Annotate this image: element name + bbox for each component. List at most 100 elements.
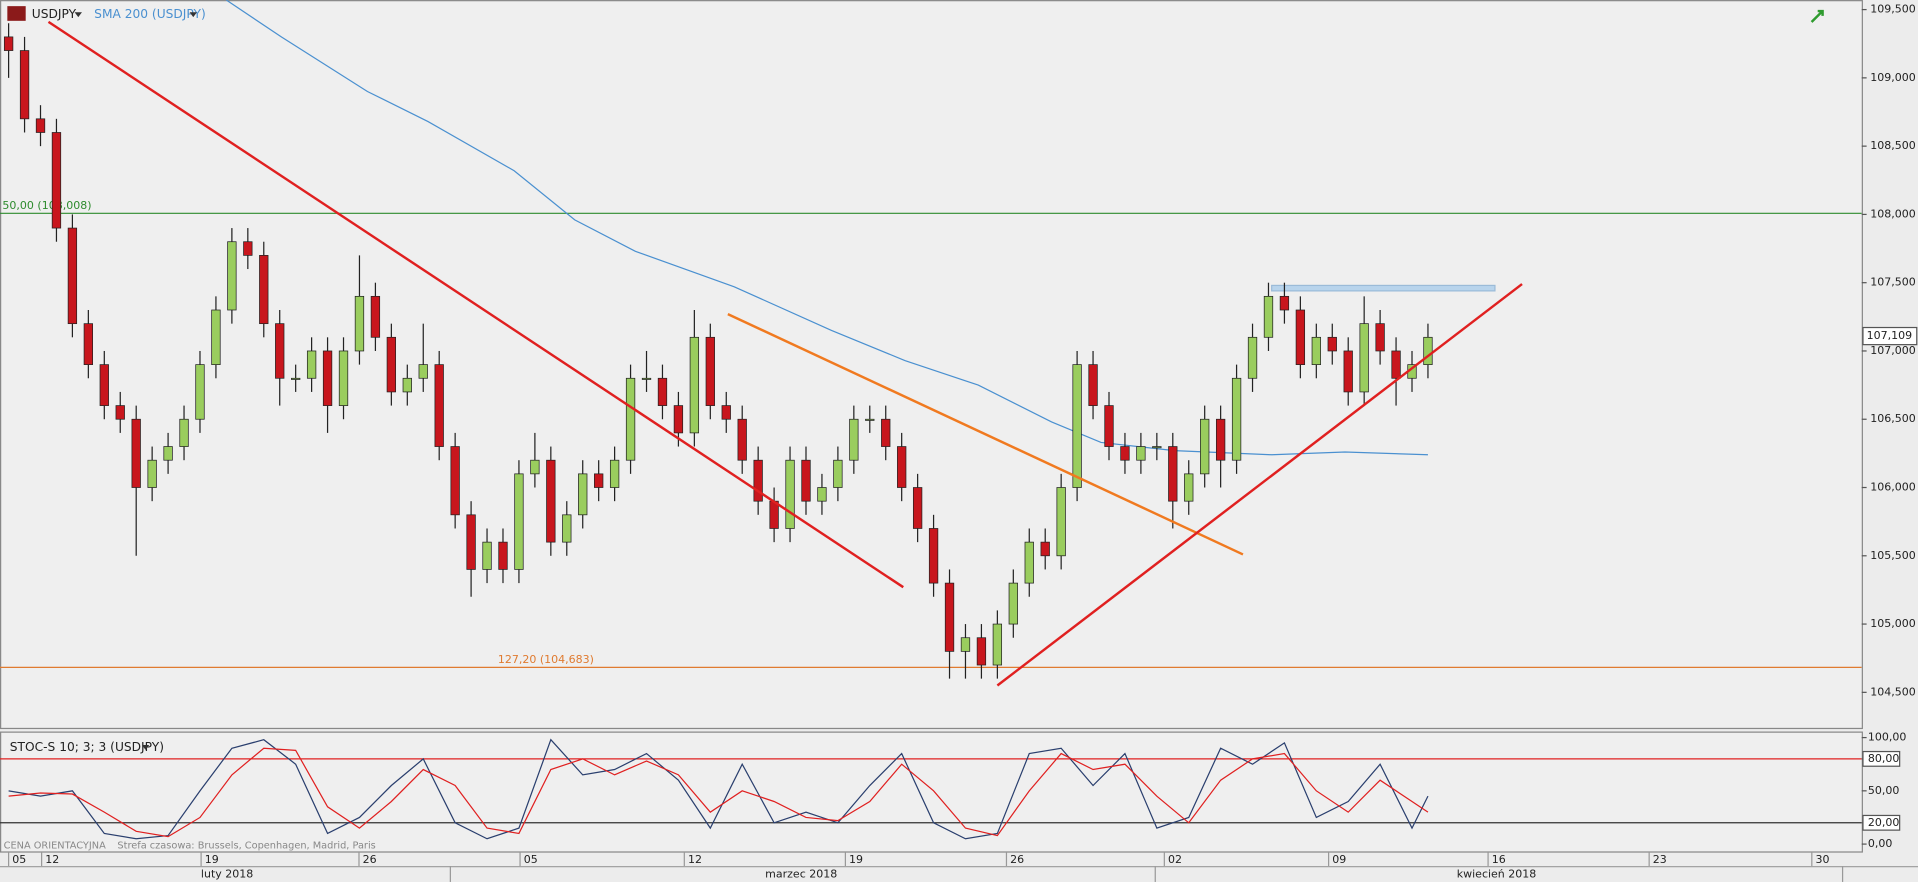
symbol-title[interactable]: USDJPY [32,7,77,21]
y-tick-label: 106,000 [1870,481,1915,494]
candle-body [1327,336,1337,352]
y-tick-label: 100,00 [1868,731,1907,744]
candle-body [322,350,333,406]
candle-body [83,323,93,365]
candle-body [19,50,30,120]
y-tick-label: 104,500 [1870,685,1915,698]
candle-body [928,528,939,584]
stoch-pane [0,731,1863,853]
trend-line [996,283,1523,687]
candle-body [912,487,923,529]
tick-box [1862,814,1901,831]
y-tick-label: 105,000 [1870,617,1915,630]
candle-body [482,541,492,570]
candle-body [625,377,636,461]
candle-body [1072,364,1082,488]
candle-body [641,377,652,380]
candle-body [976,637,987,666]
candle-body [944,582,955,652]
candle-body [195,364,205,420]
candle-body [1247,336,1258,379]
candle-body [1295,309,1306,365]
x-tick-label: 02 [1168,853,1182,866]
y-tick-label: 108,000 [1870,207,1915,220]
candle-body [1024,541,1034,584]
y-tick-label: 106,500 [1870,412,1915,425]
x-tick-label: 26 [1010,853,1024,866]
x-tick-label: 23 [1653,853,1667,866]
candle-body [466,514,476,570]
stoch-title[interactable]: STOC-S 10; 3; 3 (USDJPY) [10,740,164,754]
candle-body [163,446,173,461]
candle-body [865,418,875,421]
trend-line [727,312,1244,556]
candle-body [689,336,700,434]
y-tick-label: 20,00 [1868,816,1900,829]
dropdown[interactable] [189,12,197,18]
price-note: CENA ORIENTACYJNA [4,840,106,851]
sma-legend[interactable]: SMA 200 (USDJPY) [94,7,206,21]
candle-body [1359,323,1369,393]
candle-body [338,350,349,406]
y-tick-label: 50,00 [1868,784,1900,797]
candle-body [1200,418,1210,475]
candle-body [992,623,1003,666]
y-tick-label: 0,00 [1868,837,1893,850]
y-tick-label: 108,500 [1870,139,1915,152]
x-tick-label: 30 [1815,853,1829,866]
candle-body [434,364,444,447]
candle-body [769,500,779,529]
candle-body [370,295,381,338]
x-tick-label: 19 [849,853,863,866]
candle-body [227,241,237,311]
candle-body [546,459,556,543]
x-tick-label: 19 [205,853,219,866]
x-tick-label: 26 [363,853,377,866]
candle-body [514,473,524,570]
y-tick-label: 80,00 [1868,752,1900,765]
stoch-plot [0,738,1862,840]
candle-body [1136,446,1146,461]
candle-body [721,405,731,420]
candle-body [211,309,221,365]
dropdown[interactable] [74,12,82,18]
candle-body [1088,364,1098,406]
candle-body [849,418,859,461]
dropdown[interactable] [141,744,150,750]
candle-body [1279,295,1290,311]
candle-body [402,377,412,393]
last-price-box [1862,326,1918,346]
candle-body [1184,473,1194,502]
candle-body [1168,446,1178,502]
candle-body [450,446,460,516]
month-label: kwiecień 2018 [1457,868,1537,881]
candle-body [498,541,508,570]
candle-body [785,459,795,529]
candle-body [243,241,253,256]
candle-body [833,459,843,488]
candle-body [275,323,285,379]
tick-box [1862,750,1901,767]
month-label: marzec 2018 [765,868,837,881]
candle-body [1311,336,1321,365]
symbol-icon[interactable] [7,6,26,21]
timezone-note: Strefa czasowa: Brussels, Copenhagen, Ma… [117,840,375,851]
resistance-zone [1271,284,1496,292]
x-tick-label: 05 [524,853,538,866]
main-plot: 50,00 (108,008) 127,20 (104,683) [0,0,1862,687]
candle-body [562,514,572,543]
month-label: luty 2018 [201,868,253,881]
candle-body [3,36,14,51]
x-tick-label: 05 [12,853,26,866]
y-tick-label: 107,000 [1870,344,1915,357]
trend-icon[interactable] [1810,9,1824,23]
candle-body [67,227,78,325]
candle-body [1152,446,1162,449]
candle-body [1056,487,1066,557]
candle-body [386,336,397,393]
stoch-line [8,747,1429,838]
candle-body [418,364,428,379]
trend-line [47,20,904,589]
candle-body [1215,418,1226,461]
